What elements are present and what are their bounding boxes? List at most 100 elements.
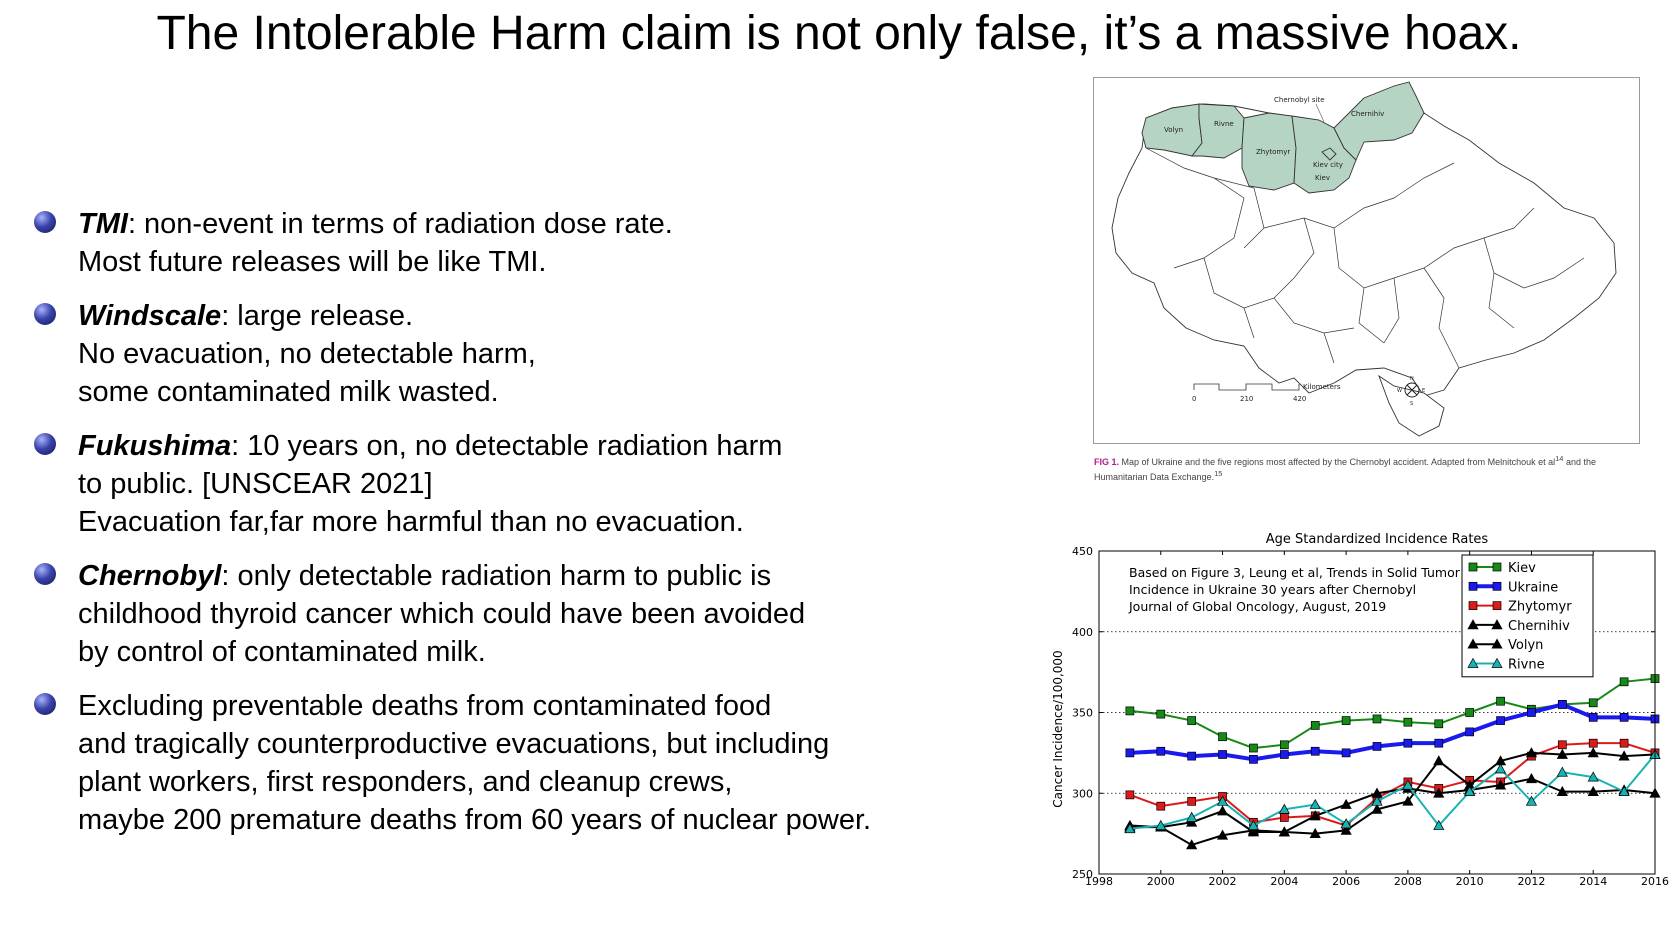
chernobyl-pointer (1315, 103, 1325, 123)
data-point-kiev (1403, 717, 1413, 727)
data-point-ukraine (1527, 708, 1536, 717)
chart-y-tick-label: 350 (1072, 707, 1093, 720)
map-caption-text-2: and the Humanitarian Data Exchange. (1094, 457, 1596, 482)
data-point-volyn (1216, 805, 1229, 816)
map-caption-text: Map of Ukraine and the five regions most… (1121, 457, 1556, 467)
chart-x-tick-label: 2008 (1394, 875, 1422, 888)
compass-w: W (1397, 388, 1402, 394)
map-scale-tick: 420 (1293, 395, 1306, 403)
data-point-zhytomyr (1187, 796, 1197, 806)
chart-legend-box (1461, 554, 1594, 678)
bullet-text: by control of contaminated milk. (78, 636, 486, 668)
data-point-kiev (1156, 709, 1166, 719)
data-point-ukraine (1187, 751, 1197, 761)
data-point-kiev (1218, 732, 1227, 742)
bullet-text: Most future releases will be like TMI. (78, 246, 547, 278)
map-scale-unit: Kilometers (1303, 383, 1341, 391)
compass-e: E (1422, 388, 1425, 394)
data-point-ukraine (1496, 716, 1505, 725)
compass-n: N (1410, 376, 1414, 382)
data-point-chernihiv (1402, 795, 1414, 806)
series-line-volyn (1129, 777, 1656, 834)
bullet-text: some contaminated milk wasted. (78, 376, 499, 408)
map-label-kiev-city: Kiev city (1313, 161, 1343, 169)
chart-title: Age Standardized Incidence Rates (1266, 532, 1489, 547)
legend-label-chernihiv: Chernihiv (1508, 619, 1570, 634)
data-point-kiev (1310, 721, 1320, 730)
legend-marker-zhytomyr (1468, 601, 1478, 610)
map-scale-tick: 0 (1192, 395, 1196, 403)
chart-annotation-line: Incidence in Ukraine 30 years after Cher… (1129, 582, 1416, 597)
bullet-text: No evacuation, no detectable harm, (78, 338, 536, 370)
series-rivne (1124, 748, 1661, 834)
bullet-fukushima: Fukushima: 10 years on, no detectable ra… (30, 427, 990, 541)
data-point-zhytomyr (1279, 813, 1289, 822)
chart-y-axis-label: Cancer Incidence/100,000 (1051, 650, 1065, 807)
data-point-ukraine (1249, 754, 1258, 764)
map-region-zhytomyr (1241, 112, 1297, 191)
data-point-rivne (1186, 811, 1198, 822)
data-point-volyn (1494, 779, 1507, 790)
bullet-text: : large release. (221, 300, 414, 332)
data-point-chernihiv (1216, 829, 1229, 840)
bullet-term: Windscale (78, 300, 222, 332)
bullet-summary: Excluding preventable deaths from contam… (30, 687, 990, 839)
data-point-kiev (1249, 743, 1258, 753)
legend-label-zhytomyr: Zhytomyr (1508, 600, 1572, 615)
data-point-kiev (1588, 698, 1598, 708)
data-point-kiev (1619, 677, 1629, 687)
data-point-volyn (1556, 785, 1568, 796)
legend-marker-zhytomyr (1492, 601, 1502, 610)
bullet-term: Fukushima (78, 430, 232, 462)
map-region-lines (1145, 147, 1585, 369)
map-scale-bar (1193, 383, 1300, 391)
data-point-rivne (1278, 803, 1290, 814)
data-point-ukraine (1403, 738, 1413, 748)
chart-annotation-line: Journal of Global Oncology, August, 2019 (1128, 599, 1386, 614)
map-caption-ref: 15 (1214, 469, 1223, 478)
chart-y-tick-label: 300 (1072, 787, 1093, 800)
chart-y-tick-label: 400 (1072, 626, 1093, 639)
map-caption: FIG 1. Map of Ukraine and the five regio… (1094, 453, 1644, 483)
data-point-kiev (1496, 696, 1505, 706)
bullet-text: and tragically counterproductive evacuat… (78, 728, 830, 760)
data-point-chernihiv (1618, 750, 1630, 761)
data-point-volyn (1247, 826, 1260, 837)
data-point-ukraine (1341, 748, 1351, 758)
bullet-line: Chernobyl: only detectable radiation har… (78, 557, 990, 595)
legend-marker-rivne (1491, 657, 1503, 668)
bullet-dot-icon (34, 693, 56, 715)
data-point-ukraine (1279, 750, 1289, 759)
chart-y-tick-label: 250 (1072, 868, 1093, 881)
legend-marker-kiev (1492, 562, 1502, 572)
bullet-text: : non-event in terms of radiation dose r… (127, 208, 673, 240)
legend-marker-ukraine (1492, 581, 1502, 591)
data-point-kiev (1279, 740, 1289, 750)
bullet-text: Excluding preventable deaths from contam… (78, 690, 772, 722)
slide-title: The Intolerable Harm claim is not only f… (156, 7, 1522, 60)
data-point-ukraine (1156, 746, 1166, 756)
bullet-term: TMI (78, 208, 128, 240)
bullet-text: maybe 200 premature deaths from 60 years… (78, 804, 872, 836)
data-point-volyn (1433, 787, 1445, 798)
data-point-ukraine (1557, 700, 1567, 709)
data-point-volyn (1525, 772, 1538, 784)
data-point-kiev (1187, 716, 1197, 725)
chart-x-tick-label: 2016 (1641, 875, 1669, 888)
data-point-kiev (1341, 716, 1351, 725)
chart-plot-frame (1098, 550, 1656, 875)
map-label-rivne: Rivne (1214, 120, 1234, 128)
map-label-kiev: Kiev (1315, 174, 1330, 182)
bullet-list: TMI: non-event in terms of radiation dos… (30, 205, 990, 855)
incidence-chart-svg: Age Standardized Incidence Rates Cancer … (1051, 532, 1669, 888)
compass-icon: N S E W (1397, 376, 1425, 407)
bullet-term: Chernobyl (78, 560, 222, 592)
map-region-rivne (1191, 103, 1245, 159)
bullet-tmi: TMI: non-event in terms of radiation dos… (30, 205, 990, 281)
chart-x-tick-label: 1998 (1085, 875, 1113, 888)
chart-x-tick-label: 2010 (1456, 875, 1484, 888)
data-point-ukraine (1619, 712, 1629, 722)
data-point-rivne (1618, 785, 1630, 796)
data-point-zhytomyr (1588, 738, 1598, 748)
bullet-dot-icon (34, 211, 56, 233)
